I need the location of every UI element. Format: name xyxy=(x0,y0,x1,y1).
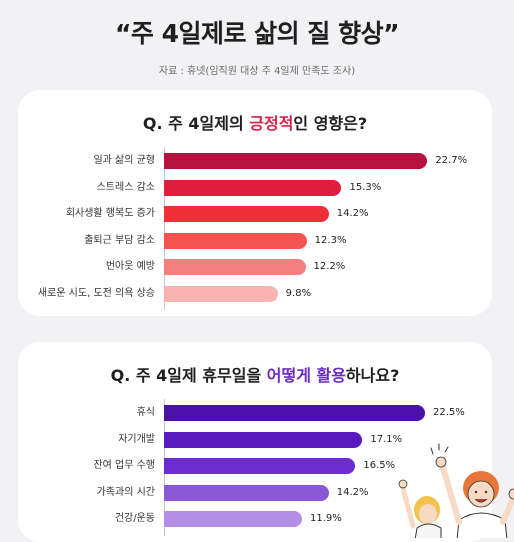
value-label: 14.2% xyxy=(336,208,369,219)
axis-line xyxy=(164,147,165,310)
category-label: 번아웃 예방 xyxy=(105,261,155,272)
bar xyxy=(164,285,278,302)
question-part: 인 영향은? xyxy=(293,114,368,133)
value-label: 9.8% xyxy=(285,287,312,299)
value-label: 14.2% xyxy=(336,486,369,498)
category-label: 새로운 시도, 도전 의욕 상승 xyxy=(37,287,155,299)
value-label: 16.5% xyxy=(363,460,396,471)
motion-lines-icon xyxy=(430,443,449,455)
cheering-people-illustration xyxy=(398,443,514,538)
value-label: 12.3% xyxy=(314,234,347,246)
question-highlight: 긍정적 xyxy=(249,114,294,133)
bar xyxy=(164,484,329,501)
question-part: Q. 주 4일제의 xyxy=(142,114,250,133)
category-label: 회사생활 행복도 증가 xyxy=(65,208,155,219)
dayoff-usage-card: Q. 주 4일제 휴무일을 어떻게 활용하나요? 휴식 22.5% 자기개발 17.1… xyxy=(18,342,492,542)
category-label: 자기개발 xyxy=(118,433,155,445)
cheering-person-icon xyxy=(435,456,514,538)
value-label: 12.2% xyxy=(313,261,346,272)
bar xyxy=(164,511,303,527)
category-label: 잔여 업무 수행 xyxy=(93,460,155,471)
bar xyxy=(164,458,356,474)
category-label: 건강/운동 xyxy=(114,513,155,524)
value-label: 22.7% xyxy=(435,155,468,166)
bar xyxy=(164,179,342,196)
bar-chart-dayoff-usage: 휴식 22.5% 자기개발 17.1% 잔여 업무 수행 16.5% 가족과의 시간 14.2… xyxy=(18,342,492,542)
category-label: 스트레스 감소 xyxy=(96,181,155,193)
bar-chart-positive-effects: 일과 삶의 균형 22.7% 스트레스 감소 15.3% 회사생활 행복도 증가 14.2… xyxy=(18,90,492,316)
bar xyxy=(164,431,363,448)
question-highlight: 어떻게 활용 xyxy=(266,366,346,385)
bar xyxy=(164,405,425,421)
question-positive-effects: Q. 주 4일제의 긍정적인 영향은? xyxy=(18,110,492,134)
positive-effects-card: Q. 주 4일제의 긍정적인 영향은? 일과 삶의 균형 22.7% 스트레스 감소… xyxy=(18,90,492,316)
category-label: 휴식 xyxy=(136,407,155,418)
question-part: Q. 주 4일제 휴무일을 xyxy=(110,366,267,385)
question-part: 하나요? xyxy=(345,366,400,385)
source-note: 자료 : 휴넷(임직원 대상 주 4일제 만족도 조사) xyxy=(158,66,356,77)
bar xyxy=(164,153,428,169)
question-dayoff-usage: Q. 주 4일제 휴무일을 어떻게 활용하나요? xyxy=(18,362,492,386)
category-label: 가족과의 시간 xyxy=(96,486,155,498)
infographic-title: “주 4일제로 삶의 질 향상” xyxy=(114,19,400,48)
value-label: 15.3% xyxy=(349,181,382,193)
cheering-person-icon xyxy=(398,479,442,538)
category-label: 일과 삶의 균형 xyxy=(93,155,155,166)
value-label: 11.9% xyxy=(310,513,342,524)
value-label: 17.1% xyxy=(370,433,403,445)
bar xyxy=(164,259,306,275)
bar xyxy=(164,232,307,249)
value-label: 22.5% xyxy=(433,407,465,418)
bar xyxy=(164,206,329,222)
category-label: 출퇴근 부담 감소 xyxy=(84,234,155,246)
